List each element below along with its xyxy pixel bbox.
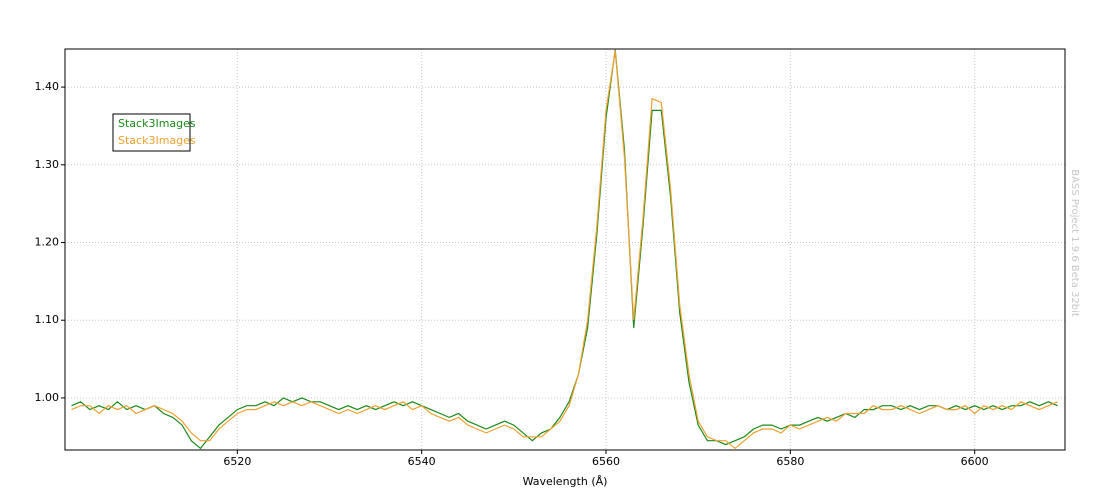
legend-entry: Stack3Images (118, 134, 196, 147)
legend: Stack3Images Stack3Images (112, 113, 196, 152)
y-tick-label: 1.20 (35, 236, 60, 249)
plot-frame (64, 48, 1066, 451)
x-tick-label: 6520 (223, 455, 251, 468)
series-line (71, 50, 1058, 450)
x-axis-label: Wavelength (Å) (523, 475, 608, 488)
y-tick-label: 1.30 (35, 158, 60, 171)
x-tick-label: 6600 (961, 455, 989, 468)
x-tick-label: 6580 (776, 455, 804, 468)
x-tick-label: 6540 (408, 455, 436, 468)
watermark: BASS Project 1.9.6 Beta 32bit (1069, 169, 1080, 317)
series-line (71, 49, 1058, 450)
legend-entry: Stack3Images (118, 117, 196, 130)
y-tick-label: 1.00 (35, 391, 60, 404)
legend-box (112, 113, 191, 152)
y-tick-label: 1.40 (35, 80, 60, 93)
x-tick-label: 6560 (592, 455, 620, 468)
y-tick-label: 1.10 (35, 313, 60, 326)
